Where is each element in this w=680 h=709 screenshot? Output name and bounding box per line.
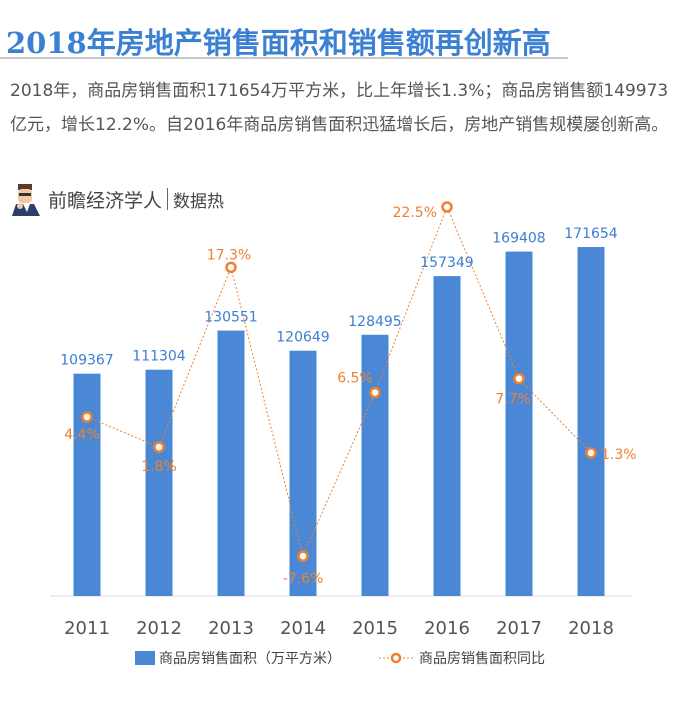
yoy-label-2012: 1.8% <box>141 459 177 475</box>
brand-line: 前瞻经济学人 数据热 <box>10 182 224 216</box>
legend-bar-label: 商品房销售面积（万平方米） <box>159 651 341 667</box>
bar-2012 <box>145 369 173 596</box>
bar-2018 <box>577 247 605 597</box>
economist-avatar-icon <box>12 184 40 216</box>
x-tick-2015: 2015 <box>352 618 398 639</box>
legend-line-swatch <box>379 652 413 664</box>
legend: 商品房销售面积（万平方米） 商品房销售面积同比 <box>0 648 680 668</box>
x-tick-2011: 2011 <box>64 618 110 639</box>
yoy-point-2014 <box>297 550 309 562</box>
yoy-point-2017 <box>513 372 525 385</box>
bar-label-2014: 120649 <box>276 330 329 346</box>
yoy-label-2017: 7.7% <box>495 392 531 408</box>
bar-label-2015: 128495 <box>348 314 401 330</box>
title-divider <box>0 57 568 59</box>
yoy-label-2018: 1.3% <box>601 447 637 463</box>
yoy-point-2013 <box>225 261 237 274</box>
bar-label-2017: 169408 <box>492 231 545 247</box>
legend-line: 商品房销售面积同比 <box>377 648 545 668</box>
brand-tag: 数据热 <box>173 191 225 212</box>
legend-line-label: 商品房销售面积同比 <box>419 651 545 667</box>
yoy-label-2011: 4.4% <box>64 427 100 443</box>
bar-2013 <box>217 330 245 596</box>
bar-2016 <box>433 276 461 596</box>
yoy-point-2018 <box>585 447 597 459</box>
x-tick-2013: 2013 <box>208 618 254 639</box>
yoy-point-2012 <box>153 441 165 453</box>
yoy-point-2011 <box>81 411 93 423</box>
yoy-label-2013: 17.3% <box>207 247 251 263</box>
yoy-label-2015: 6.5% <box>337 371 373 387</box>
bar-label-2011: 109367 <box>60 353 113 369</box>
bar-label-2013: 130551 <box>204 310 257 326</box>
legend-bar-swatch <box>135 651 155 665</box>
yoy-point-2015 <box>369 386 381 399</box>
bar-2017 <box>505 251 533 596</box>
yoy-label-2014: -7.6% <box>283 571 324 587</box>
x-tick-2017: 2017 <box>496 618 542 639</box>
yoy-label-2016: 22.5% <box>393 205 437 221</box>
x-tick-2018: 2018 <box>568 618 614 639</box>
yoy-point-2016 <box>441 201 453 213</box>
page-title: 2018年房地产销售面积和销售额再创新高 <box>6 26 551 60</box>
bar-2015 <box>361 334 389 596</box>
brand-name: 前瞻经济学人 <box>48 189 163 212</box>
x-tick-2016: 2016 <box>424 618 470 639</box>
x-tick-2014: 2014 <box>280 618 326 639</box>
bar-label-2016: 157349 <box>420 255 473 271</box>
bar-2011 <box>73 373 101 596</box>
bar-label-2012: 111304 <box>132 349 186 365</box>
bar-label-2018: 171654 <box>564 226 618 242</box>
x-tick-2012: 2012 <box>136 618 182 639</box>
brand-separator <box>167 188 169 210</box>
legend-bar: 商品房销售面积（万平方米） <box>135 648 341 668</box>
summary-paragraph: 2018年，商品房销售面积171654万平方米，比上年增长1.3%；商品房销售额… <box>10 81 669 135</box>
